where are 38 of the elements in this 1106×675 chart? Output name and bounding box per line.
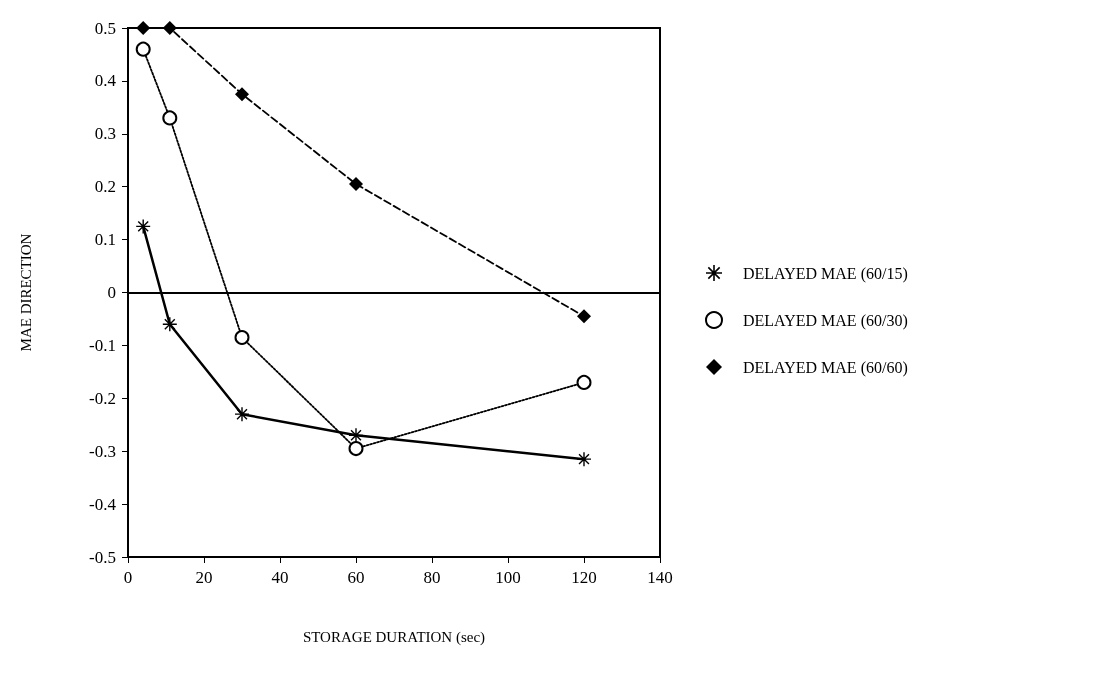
y-tick-label: -0.3 <box>89 441 116 461</box>
point <box>235 87 249 102</box>
y-tick-label: -0.4 <box>89 494 117 514</box>
x-tick-label: 100 <box>495 568 521 587</box>
point <box>234 329 250 345</box>
point <box>349 428 363 443</box>
point <box>348 441 364 457</box>
x-tick-label: 60 <box>347 568 365 587</box>
y-tick-label: 0 <box>107 283 116 302</box>
y-axis-title: MAE DIRECTION <box>17 233 34 352</box>
x-axis-title: STORAGE DURATION (sec) <box>302 628 486 646</box>
x-tick-label: 140 <box>647 568 673 587</box>
point <box>577 452 591 467</box>
legend-label: DELAYED MAE (60/60) <box>743 358 908 377</box>
y-tick-label: -0.1 <box>89 335 116 355</box>
point <box>577 309 591 324</box>
y-tick-label: 0.2 <box>94 177 116 197</box>
point <box>162 317 177 332</box>
point <box>136 21 151 35</box>
point <box>162 21 177 35</box>
y-tick-label: 0.4 <box>94 71 117 91</box>
point <box>235 407 249 422</box>
y-tick-label: -0.2 <box>89 388 116 408</box>
point <box>576 374 592 390</box>
x-tick-label: 20 <box>195 568 213 587</box>
x-tick-label: 120 <box>571 568 597 587</box>
legend-label: DELAYED MAE (60/15) <box>743 264 908 283</box>
x-tick-label: 0 <box>123 568 133 587</box>
x-tick-label: 80 <box>423 568 441 587</box>
y-tick-label: 0.1 <box>94 230 116 250</box>
x-tick-label: 40 <box>271 568 289 587</box>
y-tick-label: -0.5 <box>89 547 116 567</box>
point <box>135 41 151 57</box>
point <box>349 177 363 192</box>
legend-label: DELAYED MAE (60/30) <box>743 311 908 330</box>
y-tick-label: 0.3 <box>94 124 116 144</box>
y-tick-label: 0.5 <box>94 18 116 38</box>
point <box>162 110 178 126</box>
